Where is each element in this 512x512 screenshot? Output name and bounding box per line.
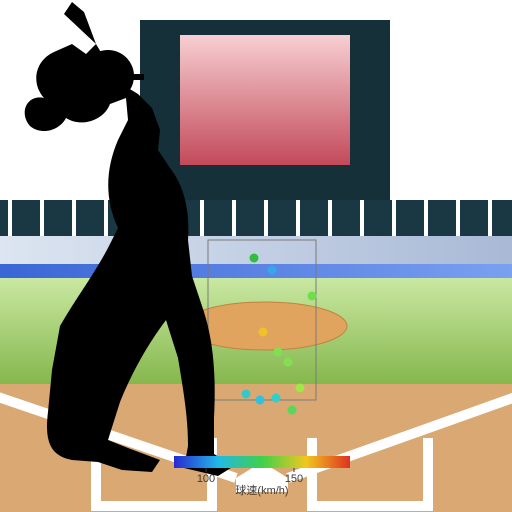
pitch-marker bbox=[296, 384, 305, 393]
pitch-marker bbox=[250, 254, 259, 263]
stadium-pillar bbox=[424, 200, 428, 236]
legend-colorbar bbox=[174, 456, 350, 468]
stadium-pillar bbox=[392, 200, 396, 236]
stadium-pillar bbox=[232, 200, 236, 236]
pitch-marker bbox=[284, 358, 293, 367]
pitch-marker bbox=[268, 266, 277, 275]
stadium-pillar bbox=[456, 200, 460, 236]
stadium-blue-band bbox=[0, 264, 512, 278]
pitch-marker bbox=[272, 394, 281, 403]
stadium-upper-wall bbox=[0, 200, 512, 236]
pitch-marker bbox=[256, 396, 265, 405]
stadium-pillar bbox=[264, 200, 268, 236]
pitch-marker bbox=[274, 348, 283, 357]
pitch-marker bbox=[288, 406, 297, 415]
scoreboard-screen bbox=[180, 35, 350, 165]
stadium-pillar bbox=[8, 200, 12, 236]
stadium-pillar bbox=[104, 200, 108, 236]
stadium-pillar bbox=[296, 200, 300, 236]
pitch-marker bbox=[308, 292, 317, 301]
pitch-location-chart: 100 150球速(km/h) bbox=[0, 0, 512, 512]
stadium-pillar bbox=[488, 200, 492, 236]
pitch-marker bbox=[259, 328, 268, 337]
stadium-pillar bbox=[200, 200, 204, 236]
legend-title: 球速(km/h) bbox=[235, 483, 288, 497]
stadium-pillar bbox=[72, 200, 76, 236]
stadium-pillar bbox=[328, 200, 332, 236]
stadium-pillar bbox=[40, 200, 44, 236]
legend-tick-label: 100 bbox=[197, 473, 215, 485]
legend-tick-label: 150 bbox=[285, 473, 303, 485]
stadium-pillar bbox=[360, 200, 364, 236]
pitch-marker bbox=[242, 390, 251, 399]
